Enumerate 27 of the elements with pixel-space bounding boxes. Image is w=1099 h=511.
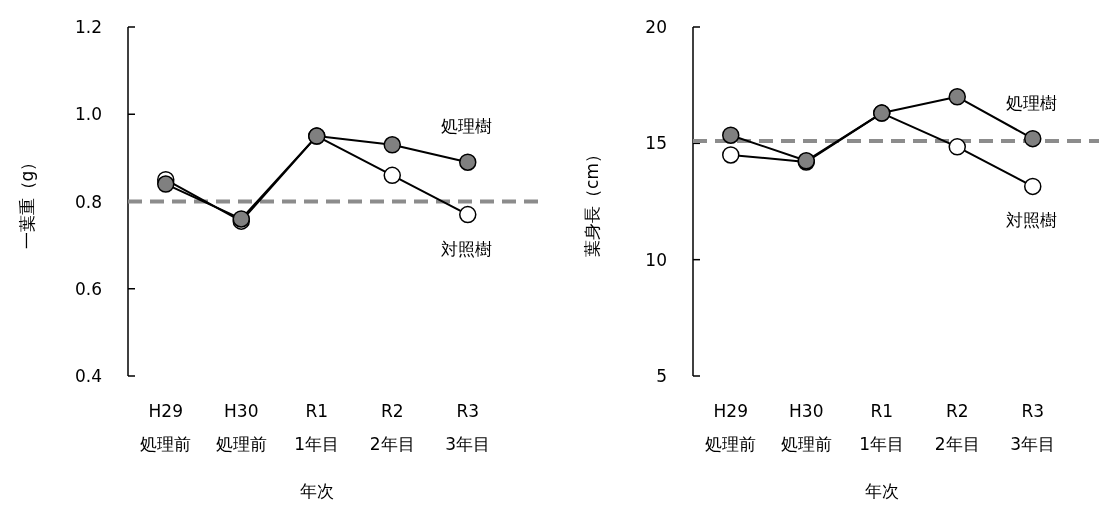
y-tick-label: 1.0 bbox=[74, 104, 102, 125]
x-tick-label: R1 1年目 bbox=[859, 401, 905, 454]
y-tick-label: 0.8 bbox=[74, 191, 102, 212]
y-tick-label: 5 bbox=[656, 366, 667, 386]
x-tick-label: R3 3年目 bbox=[1010, 401, 1056, 454]
x-tick-label: R2 2年目 bbox=[934, 401, 980, 454]
y-axis-title: 一葉重（g） bbox=[17, 153, 37, 250]
y-tick-label: 15 bbox=[645, 133, 667, 154]
series-label: 対照樹 bbox=[1005, 210, 1057, 231]
y-tick-label: 20 bbox=[645, 17, 667, 37]
series-label: 対照樹 bbox=[440, 238, 492, 259]
x-tick-label: H29 処理前 bbox=[705, 401, 757, 454]
x-axis-title: 年次 bbox=[299, 481, 334, 501]
x-tick-label: R2 2年目 bbox=[369, 401, 415, 454]
x-tick-label: H30 処理前 bbox=[215, 401, 267, 454]
series-label: 処理樹 bbox=[440, 116, 492, 137]
y-tick-label: 10 bbox=[645, 249, 667, 270]
x-tick-label: H29 処理前 bbox=[140, 401, 192, 454]
y-tick-label: 0.6 bbox=[74, 278, 102, 299]
x-tick-label: R3 3年目 bbox=[445, 401, 491, 454]
series-label: 処理樹 bbox=[1005, 92, 1057, 113]
y-tick-label: 1.2 bbox=[74, 17, 102, 37]
y-tick-label: 0.4 bbox=[74, 366, 102, 386]
x-axis-title: 年次 bbox=[864, 481, 899, 501]
y-axis-title: 葉身長（cm） bbox=[582, 146, 602, 257]
x-tick-label: H30 処理前 bbox=[780, 401, 832, 454]
x-tick-label: R1 1年目 bbox=[294, 401, 340, 454]
